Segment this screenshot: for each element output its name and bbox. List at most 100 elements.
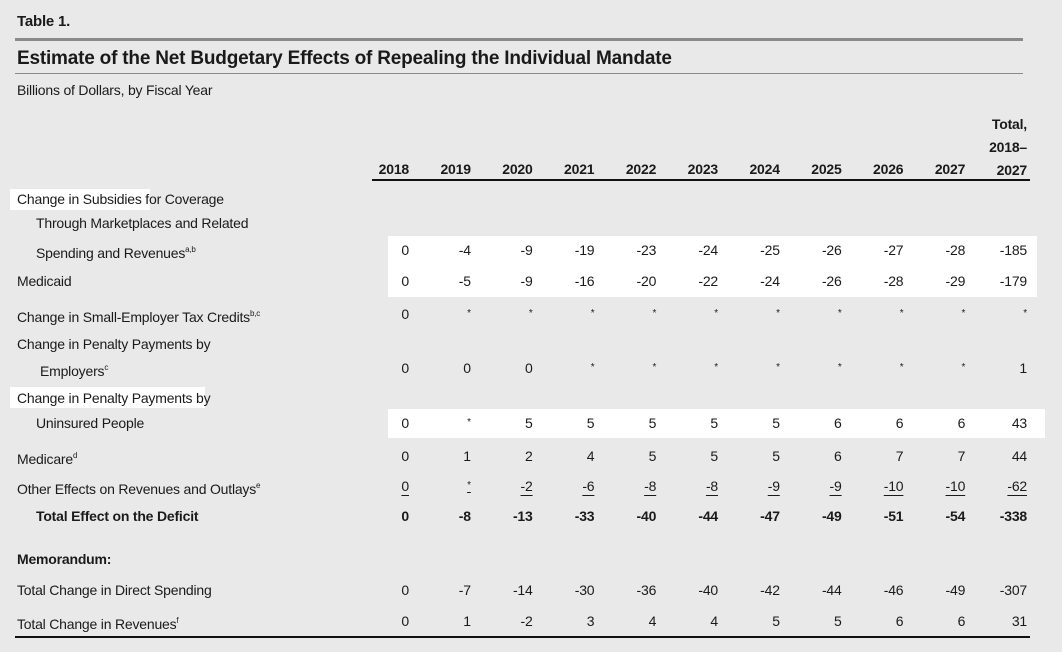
cell: *	[576, 358, 656, 378]
cell-value: -22	[698, 273, 718, 289]
cell-value: -24	[698, 242, 718, 258]
cell-value: 7	[895, 448, 904, 464]
cell: 0	[391, 358, 471, 378]
cell: 5	[576, 413, 657, 433]
cell-value: -185	[999, 242, 1027, 258]
cell-value: 2	[525, 448, 533, 464]
cell-value: -179	[999, 273, 1027, 289]
rule	[15, 38, 1023, 41]
cell: -14	[453, 580, 533, 600]
cell: 5	[453, 413, 533, 433]
row-label: Change in Penalty Payments by	[17, 388, 211, 408]
footnote-mark: b,c	[249, 309, 261, 318]
cell-value: -47	[760, 508, 780, 524]
row-label: Change in Small-Employer Tax Creditsb,c	[17, 304, 260, 327]
cell: -49	[885, 580, 966, 600]
cell: 31	[947, 611, 1027, 631]
cell-value: -8	[644, 478, 657, 494]
cell: -33	[514, 506, 595, 526]
cell-value: *	[837, 308, 842, 319]
cell: 44	[947, 446, 1027, 466]
cell: *	[453, 304, 533, 324]
cell-value: 1	[463, 448, 471, 464]
cell-value: *	[961, 362, 966, 373]
cell-value: 6	[895, 415, 904, 431]
row-label-text: Change in Penalty Payments by	[17, 336, 211, 352]
cell-value: 7	[957, 448, 966, 464]
cell-value: -13	[512, 508, 533, 524]
cell-value: 0	[401, 613, 409, 629]
cell-value: -49	[821, 508, 842, 524]
row-label-text: Medicaid	[17, 273, 72, 289]
cell: *	[947, 304, 1027, 324]
cell-value: *	[467, 417, 471, 428]
cell: *	[638, 304, 718, 324]
cell: -10	[885, 476, 966, 496]
cell-value: *	[714, 308, 718, 319]
cell-value: 5	[525, 415, 533, 431]
cell-value: *	[467, 480, 471, 491]
column-header: 2022	[625, 161, 657, 177]
column-header: 2021	[564, 161, 595, 177]
column-header: 2027	[996, 162, 1028, 178]
cell: -16	[514, 271, 595, 291]
column-header: 2026	[873, 161, 904, 177]
cell-value: *	[776, 362, 780, 373]
cell: 1	[947, 358, 1027, 378]
table-label: Table 1.	[17, 13, 71, 30]
cell: 6	[885, 611, 966, 631]
cell-value: -5	[458, 273, 471, 289]
column-header: Total,	[991, 116, 1027, 132]
cell-value: -9	[520, 273, 533, 289]
table-title: Estimate of the Net Budgetary Effects of…	[17, 48, 672, 69]
cell-value: 0	[401, 478, 409, 494]
cell: -8	[391, 506, 471, 526]
cell-value: 6	[895, 613, 904, 629]
cell: 0	[329, 304, 409, 324]
cell-value: -54	[945, 508, 966, 524]
cell-value: -8	[705, 478, 718, 494]
cell-value: -49	[945, 582, 966, 598]
cell-value: *	[961, 308, 966, 319]
cell-value: -14	[512, 582, 533, 598]
rule	[15, 73, 1023, 74]
cell: -27	[823, 240, 904, 260]
cell: 3	[514, 611, 595, 631]
row-label-text: Uninsured People	[36, 415, 145, 431]
cell: 1	[391, 446, 471, 466]
cell-value: -9	[520, 242, 533, 258]
row-label-text: Employers	[40, 363, 105, 379]
row-label-text: Through Marketplaces and Related	[36, 215, 249, 231]
cell-value: -7	[458, 582, 471, 598]
cell: *	[885, 358, 965, 378]
highlight	[10, 387, 205, 408]
cell-value: -27	[883, 242, 904, 258]
cell-value: -24	[760, 273, 780, 289]
cell: *	[823, 304, 904, 324]
cell-value: *	[590, 362, 595, 373]
column-header: 2018–	[989, 139, 1027, 155]
row-label-text: Medicare	[17, 451, 73, 467]
cell-value: *	[837, 362, 842, 373]
cell-value: -10	[945, 478, 966, 494]
cell: 6	[762, 413, 842, 433]
cell-value: -16	[574, 273, 595, 289]
cell: -338	[947, 506, 1027, 526]
cell: -26	[762, 240, 842, 260]
cell-value: -30	[574, 582, 595, 598]
cell-value: -9	[829, 478, 842, 494]
cell-value: -307	[999, 582, 1027, 598]
row-label: Spending and Revenuesa,b	[36, 240, 196, 263]
cell-value: 5	[710, 448, 718, 464]
cell: -42	[700, 580, 780, 600]
cell-value: -33	[574, 508, 595, 524]
cell: 0	[329, 611, 409, 631]
cell-value: -44	[698, 508, 718, 524]
cell: *	[700, 304, 780, 324]
cell: -30	[514, 580, 595, 600]
cell: -5	[391, 271, 471, 291]
cell-value: 3	[586, 613, 595, 629]
cell: 0	[329, 271, 409, 291]
cell: -28	[885, 240, 966, 260]
